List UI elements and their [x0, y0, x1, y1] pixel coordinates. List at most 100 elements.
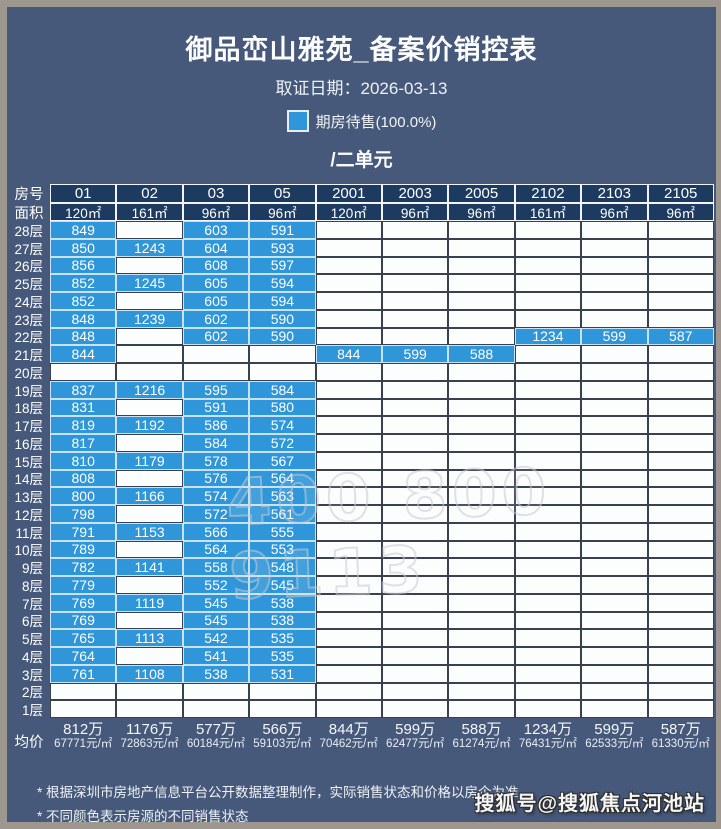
empty-cell [182, 363, 250, 381]
price-cell: 1192 [116, 416, 183, 434]
empty-cell [381, 274, 449, 292]
empty-cell [448, 398, 515, 417]
floor-label: 1层 [21, 703, 43, 718]
empty-cell [647, 469, 714, 488]
empty-cell [514, 345, 582, 363]
empty-cell [514, 221, 582, 239]
price-cell: 545 [182, 611, 250, 630]
empty-cell [647, 274, 714, 292]
price-cell: 603 [182, 221, 250, 239]
empty-cell [315, 558, 382, 576]
floor-label: 27层 [14, 241, 43, 257]
empty-cell [315, 647, 382, 665]
average-unit-price: 62533元/㎡ [585, 738, 644, 751]
empty-cell [50, 700, 117, 718]
price-cell: 605 [182, 292, 250, 310]
price-cell: 538 [182, 664, 250, 683]
price-cell: 850 [50, 238, 117, 257]
area-header: 96㎡ [581, 203, 648, 221]
price-cell: 1245 [116, 274, 183, 292]
empty-cell [315, 380, 382, 399]
price-cell: 535 [249, 647, 316, 665]
average-cell: 599万 62477元/㎡ [382, 718, 448, 764]
empty-cell [647, 380, 714, 399]
empty-cell [514, 434, 582, 452]
empty-cell [514, 292, 582, 310]
price-cell: 597 [249, 256, 316, 275]
empty-cell [647, 256, 714, 275]
price-cell: 856 [50, 256, 117, 275]
floor-label: 15层 [14, 454, 43, 470]
legend-label: 期房待售(100.0%) [315, 113, 437, 131]
empty-cell [448, 469, 515, 488]
price-cell: 594 [249, 292, 316, 310]
column-header: 01 [50, 184, 117, 203]
area-header: 96㎡ [647, 203, 714, 221]
empty-cell [315, 611, 382, 630]
empty-cell [647, 647, 714, 665]
average-cell: 844万 70462元/㎡ [316, 718, 382, 764]
average-cell: 599万 62533元/㎡ [581, 718, 647, 764]
empty-cell [581, 700, 648, 718]
column-header: 2105 [647, 184, 714, 203]
empty-cell [116, 345, 183, 363]
empty-cell [581, 505, 648, 523]
area-header: 161㎡ [116, 203, 183, 221]
empty-cell [116, 221, 183, 239]
empty-cell [514, 238, 582, 257]
empty-cell [315, 434, 382, 452]
price-cell: 574 [182, 487, 250, 505]
empty-cell [448, 292, 515, 310]
empty-cell [581, 380, 648, 399]
average-total-price: 599万 [395, 721, 436, 738]
footnote-colors: * 不同颜色表示房源的不同销售状态 [37, 809, 249, 824]
empty-cell [381, 327, 449, 346]
area-header: 120㎡ [315, 203, 382, 221]
empty-cell [581, 398, 648, 417]
price-cell: 590 [249, 327, 316, 346]
price-cell: 1234 [514, 327, 582, 346]
empty-cell [581, 221, 648, 239]
empty-cell [448, 522, 515, 541]
empty-cell [514, 380, 582, 399]
floor-label: 14层 [14, 472, 43, 488]
empty-cell [315, 238, 382, 257]
empty-cell [448, 256, 515, 275]
price-cell: 808 [50, 469, 117, 488]
floor-label: 22层 [14, 330, 43, 346]
empty-cell [182, 345, 250, 363]
area-header: 161㎡ [514, 203, 582, 221]
price-cell: 545 [182, 593, 250, 612]
empty-cell [381, 451, 449, 470]
price-cell: 810 [50, 451, 117, 470]
empty-cell [381, 363, 449, 381]
empty-cell [581, 309, 648, 328]
empty-cell [448, 505, 515, 523]
empty-cell [581, 274, 648, 292]
price-cell: 591 [249, 221, 316, 239]
empty-cell [381, 256, 449, 275]
price-cell: 538 [249, 611, 316, 630]
column-header: 2003 [381, 184, 449, 203]
empty-cell [381, 664, 449, 683]
average-cell: 587万 61330元/㎡ [648, 718, 714, 764]
price-cell: 1119 [116, 593, 183, 612]
price-cell: 837 [50, 380, 117, 399]
empty-cell [116, 292, 183, 310]
empty-cell [381, 398, 449, 417]
price-cell: 848 [50, 327, 117, 346]
empty-cell [448, 700, 515, 718]
price-cell: 848 [50, 309, 117, 328]
floor-label: 2层 [21, 685, 43, 701]
empty-cell [448, 274, 515, 292]
empty-cell [448, 576, 515, 594]
price-cell: 563 [249, 487, 316, 505]
empty-cell [116, 700, 183, 718]
floor-label: 18层 [14, 401, 43, 417]
unit-title: /二单元 [330, 150, 393, 171]
footnote-source: * 根据深圳市房地产信息平台公开数据整理制作，实际销售状态和价格以房企为准 [37, 785, 519, 800]
empty-cell [381, 238, 449, 257]
price-cell: 1239 [116, 309, 183, 328]
column-header: 02 [116, 184, 183, 203]
footnotes: * 根据深圳市房地产信息平台公开数据整理制作，实际销售状态和价格以房企为准 * … [37, 781, 716, 829]
